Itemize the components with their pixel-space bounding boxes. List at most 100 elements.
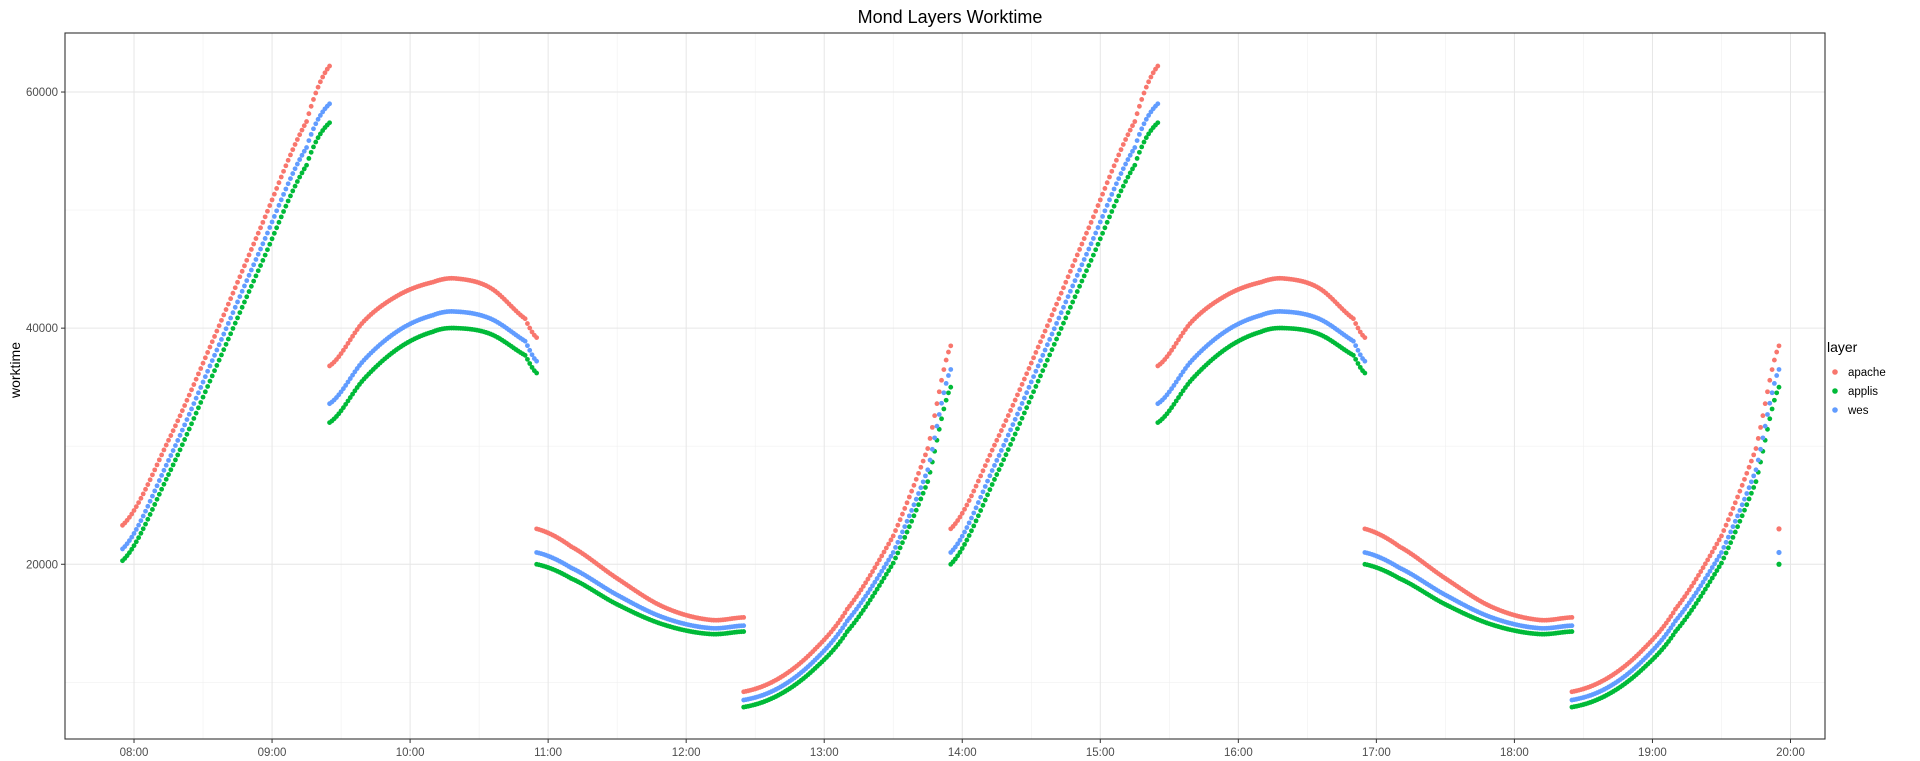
data-point-apache [1047,317,1053,323]
data-point-wes [1155,101,1161,107]
data-point-wes [964,525,970,530]
data-point-applis [992,477,997,482]
data-point-apache [306,111,312,117]
data-point-wes [267,225,273,230]
data-point-wes [1700,579,1706,585]
data-point-apache [1019,381,1025,387]
data-point-applis [1698,594,1704,599]
data-point-applis [1104,219,1110,225]
data-point-wes [288,176,293,181]
data-point-applis [1042,363,1048,368]
data-point-wes [918,485,924,491]
data-point-wes [1056,315,1062,321]
plot-panel [64,32,1826,740]
data-point-wes [317,112,323,118]
data-point-applis [534,370,540,376]
data-point-wes [161,467,167,473]
y-tick-label: 20000 [26,559,58,571]
data-point-apache [1008,408,1013,413]
data-point-apache [1141,90,1147,96]
data-point-apache [1719,533,1724,539]
data-point-apache [1691,580,1697,586]
data-point-apache [271,191,277,197]
data-point-apache [1074,252,1080,258]
data-point-applis [237,310,243,316]
data-point-wes [265,230,270,236]
data-point-applis [867,597,873,603]
data-point-apache [842,610,848,616]
data-point-applis [311,144,316,150]
data-point-applis [1093,247,1099,253]
data-point-apache [1176,337,1181,343]
data-point-wes [1063,299,1069,305]
data-point-apache [925,446,931,451]
data-point-apache [1709,549,1715,555]
data-point-applis [163,476,169,482]
data-point-apache [159,452,165,458]
data-point-wes [1173,379,1179,385]
data-point-apache [1353,321,1359,326]
data-point-wes [276,202,282,208]
data-point-wes [920,479,926,485]
data-point-applis [996,467,1002,473]
data-point-applis [253,273,259,279]
data-point-wes [1762,423,1768,429]
data-point-applis [1771,397,1777,403]
data-point-applis [292,183,298,189]
data-point-applis [1739,513,1745,519]
data-point-wes [877,572,882,578]
data-point-applis [886,568,892,573]
data-point-applis [1125,174,1131,180]
data-point-apache [906,494,912,500]
data-point-wes [166,457,171,463]
data-point-wes [189,406,194,412]
data-point-wes [1044,342,1050,348]
data-point-wes [152,488,158,494]
data-point-wes [214,347,220,353]
data-point-applis [1728,540,1734,546]
data-point-wes [1065,294,1071,300]
data-point-applis [1113,198,1119,204]
data-point-apache [1100,191,1105,197]
data-point-applis [1008,442,1013,447]
data-point-wes [202,374,208,380]
data-point-apache [1067,268,1073,274]
data-point-apache [129,511,135,517]
data-point-apache [216,323,222,329]
data-point-applis [219,352,224,358]
data-point-applis [1123,179,1129,184]
data-point-applis [842,632,848,638]
data-point-wes [1730,524,1736,530]
data-point-apache [939,377,944,383]
data-point-apache [1774,349,1780,355]
data-point-wes [1774,373,1780,378]
data-point-wes [173,443,178,448]
data-point-apache [895,522,901,528]
data-point-applis [1038,373,1043,379]
data-point-applis [152,502,158,507]
data-point-applis [136,535,142,541]
data-point-apache [870,569,875,574]
data-point-apache [867,572,873,578]
data-point-apache [327,63,332,69]
data-point-apache [196,371,201,377]
data-point-applis [1735,524,1740,530]
data-point-apache [934,401,940,407]
data-point-applis [985,492,990,498]
data-point-apache [131,508,137,513]
data-point-apache [193,376,199,382]
data-point-wes [1696,586,1701,592]
data-point-apache [527,325,533,331]
x-tick-label: 11:00 [534,747,562,759]
data-point-apache [1118,147,1124,153]
data-point-apache [1693,576,1699,582]
data-point-wes [1127,152,1133,158]
data-point-applis [140,526,146,532]
data-point-apache [1696,572,1701,578]
data-point-wes [1728,529,1734,535]
data-point-apache [980,468,986,474]
data-point-apache [1139,97,1145,102]
data-point-applis [987,487,993,493]
x-tick-label: 17:00 [1362,747,1391,759]
